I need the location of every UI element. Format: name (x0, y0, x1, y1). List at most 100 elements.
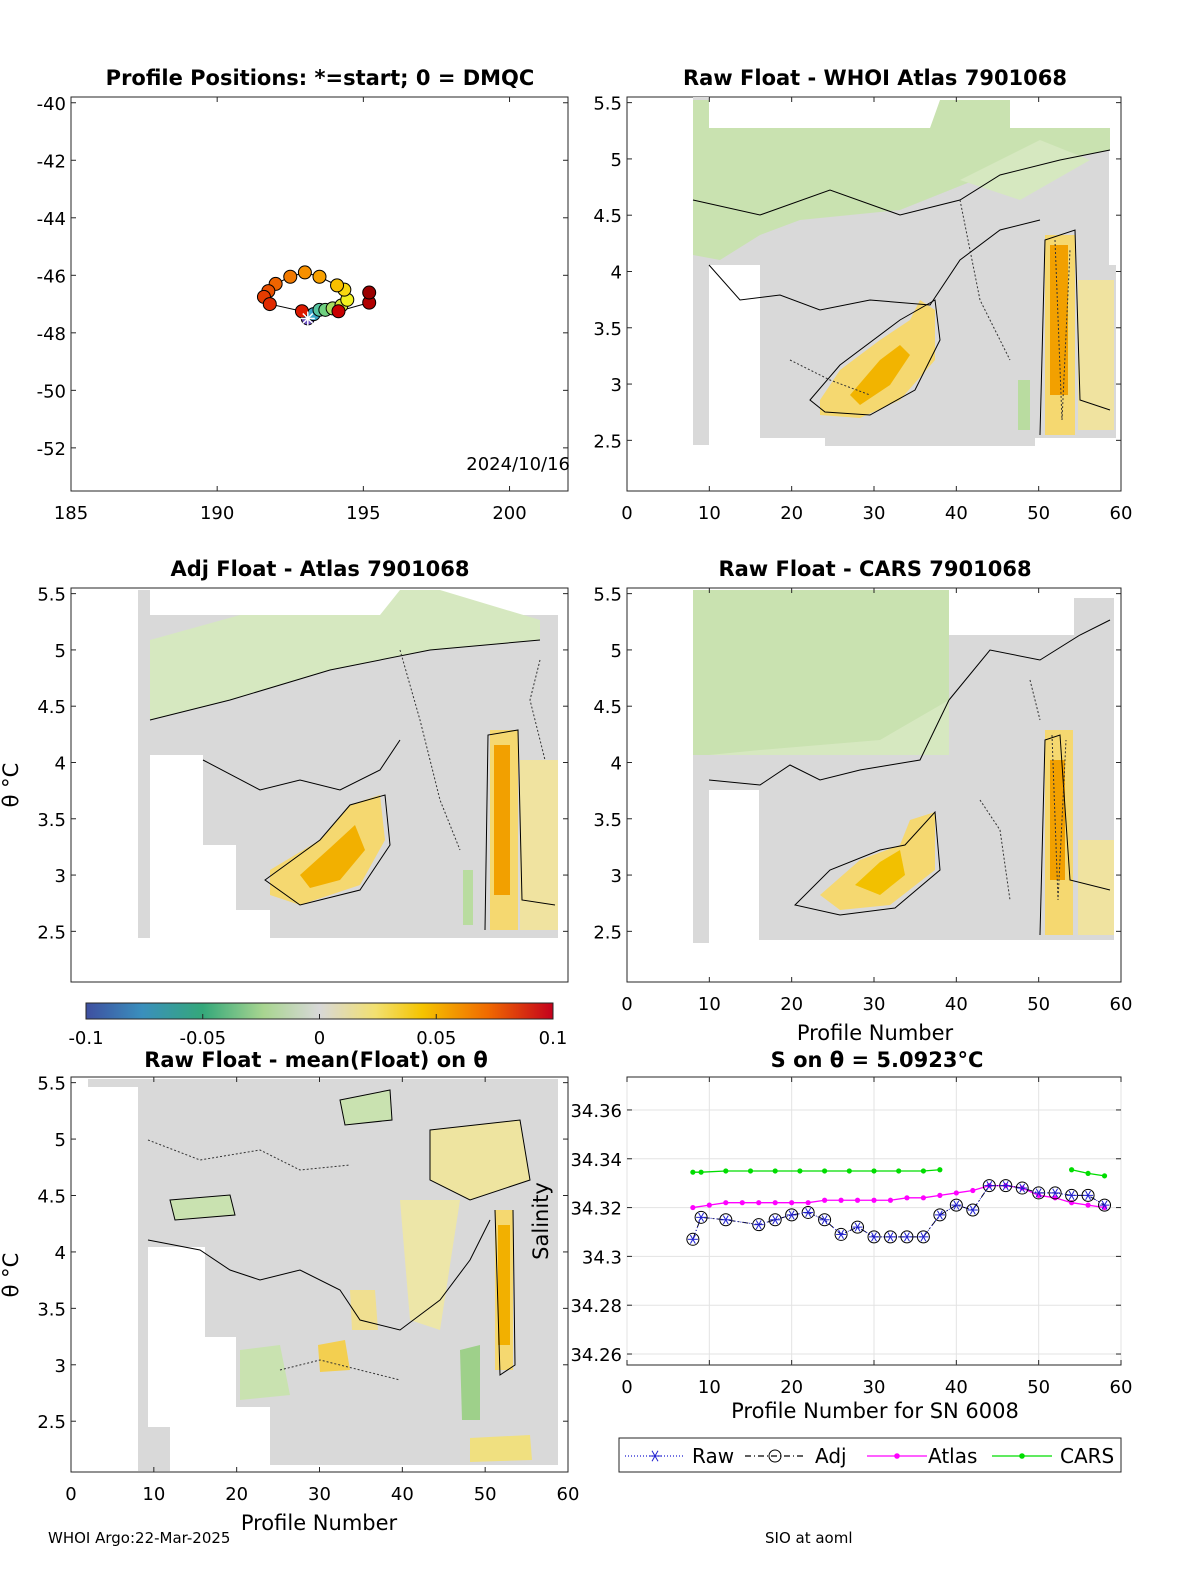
raw-point (934, 1210, 945, 1220)
atlas-point (953, 1190, 959, 1196)
adj-point (933, 1208, 947, 1222)
footer-right: SIO at aoml (765, 1529, 853, 1547)
y-tick-label: 3.5 (593, 319, 622, 340)
y-tick-label: 34.36 (570, 1101, 622, 1122)
adj-point (916, 1230, 930, 1244)
raw-point (720, 1215, 731, 1225)
atlas-point (822, 1197, 828, 1203)
raw-point (836, 1229, 847, 1240)
raw-point-stroke (821, 1215, 828, 1225)
adj-point (686, 1232, 700, 1246)
raw-point (803, 1207, 814, 1218)
legend-label-cars: CARS (1060, 1444, 1114, 1468)
adj-atlas-field (138, 590, 558, 938)
legend-box (618, 1437, 1122, 1473)
x-tick-label: 30 (863, 1377, 886, 1398)
y-tick-label: 4.5 (37, 1187, 66, 1208)
colorbar-ticks: -0.1 -0.05 0 0.05 0.1 (68, 1014, 567, 1049)
y-tick-label: 4 (55, 753, 66, 774)
cars-point (846, 1168, 852, 1174)
adj-point (818, 1213, 832, 1227)
x-tick-label: 60 (1110, 994, 1133, 1015)
y-tick-label: 3.5 (593, 810, 622, 831)
raw-cars-title: Raw Float - CARS 7901068 (718, 557, 1031, 581)
legend-label-atlas: Atlas (928, 1444, 977, 1468)
y-tick-label: -40 (37, 94, 66, 115)
y-tick-label: 4.5 (593, 697, 622, 718)
raw-atlas-field (692, 97, 1116, 446)
y-tick-label: 3.5 (37, 810, 66, 831)
x-tick-label: 190 (200, 503, 234, 524)
footer-left: WHOI Argo:22-Mar-2025 (48, 1529, 230, 1547)
y-tick-label: -44 (37, 209, 66, 230)
raw-point-stroke (986, 1181, 993, 1191)
raw-cars-ticks: 0 10 20 30 40 50 60 2.5 3 3.5 4 4.5 5 5.5 (593, 585, 1132, 1015)
profile-position-marker (283, 269, 298, 284)
atlas-point (920, 1195, 927, 1201)
y-tick-label: -52 (37, 439, 66, 460)
x-tick-label: 50 (474, 1484, 497, 1505)
y-tick-label: 2.5 (593, 431, 622, 452)
positions-date-annotation: 2024/10/16 (466, 454, 570, 475)
y-tick-label: 5 (611, 150, 622, 171)
x-tick-label: 30 (863, 503, 886, 524)
cars-point (797, 1168, 803, 1174)
atlas-point (723, 1200, 729, 1206)
y-tick-label: -48 (37, 324, 66, 345)
cars-point (723, 1168, 729, 1174)
x-tick-label: 60 (1110, 1377, 1133, 1398)
y-tick-label: 5.5 (593, 585, 622, 606)
y-tick-label: 4 (611, 262, 622, 283)
x-tick-label: 0 (621, 994, 632, 1015)
x-tick-label: 50 (1027, 1377, 1050, 1398)
raw-point-stroke (805, 1207, 812, 1218)
legend-marker (894, 1453, 900, 1459)
raw-point (1000, 1181, 1011, 1191)
y-tick-label: 2.5 (37, 1412, 66, 1433)
x-tick-label: 60 (557, 1484, 580, 1505)
colorbar-tick-label: 0.05 (416, 1028, 456, 1049)
x-tick-label: 0 (65, 1484, 76, 1505)
atlas-point (789, 1200, 795, 1206)
raw-point (918, 1232, 929, 1242)
raw-point-stroke (887, 1232, 894, 1242)
adj-point (834, 1227, 848, 1241)
y-tick-label: 34.26 (570, 1345, 622, 1366)
raw-point-stroke (1052, 1188, 1059, 1198)
salinity-xlabel: Profile Number for SN 6008 (731, 1399, 1019, 1423)
raw-point (1017, 1183, 1028, 1193)
legend-marker-stroke (651, 1450, 659, 1462)
cars-point (698, 1169, 704, 1175)
atlas-point (756, 1200, 762, 1206)
salinity-series (686, 1167, 1112, 1246)
adj-point (694, 1210, 708, 1224)
raw-point (696, 1212, 707, 1222)
x-tick-label: 10 (698, 503, 721, 524)
atlas-point (854, 1197, 861, 1203)
x-tick-label: 10 (698, 994, 721, 1015)
raw-point-stroke (772, 1215, 779, 1225)
x-tick-label: 10 (698, 1377, 721, 1398)
atlas-point (706, 1202, 712, 1208)
raw-point-stroke (1002, 1181, 1009, 1191)
adj-atlas-title: Adj Float - Atlas 7901068 (170, 557, 469, 581)
y-tick-label: 34.28 (570, 1296, 622, 1317)
start-star-stroke (302, 312, 314, 324)
raw-mean-ticks: 0 10 20 30 40 50 60 2.5 3 3.5 4 4.5 5 5.5 (37, 1074, 579, 1505)
atlas-point (970, 1187, 976, 1194)
x-tick-label: 20 (780, 503, 803, 524)
raw-point-stroke (1085, 1190, 1091, 1200)
x-tick-label: 0 (621, 503, 632, 524)
colorbar: -0.1 -0.05 0 0.05 0.1 (68, 1002, 567, 1049)
y-tick-label: 3.5 (37, 1299, 66, 1320)
atlas-point (1036, 1192, 1042, 1198)
y-tick-label: -42 (37, 151, 66, 172)
legend-entry-cars: CARS (992, 1444, 1114, 1468)
raw-point (1099, 1200, 1110, 1210)
legend-entry-atlas: Atlas (867, 1444, 977, 1468)
profile-position-marker (362, 285, 377, 300)
raw-point (1033, 1188, 1044, 1198)
x-tick-label: 50 (1027, 994, 1050, 1015)
colorbar-tick-label: 0.1 (539, 1028, 568, 1049)
